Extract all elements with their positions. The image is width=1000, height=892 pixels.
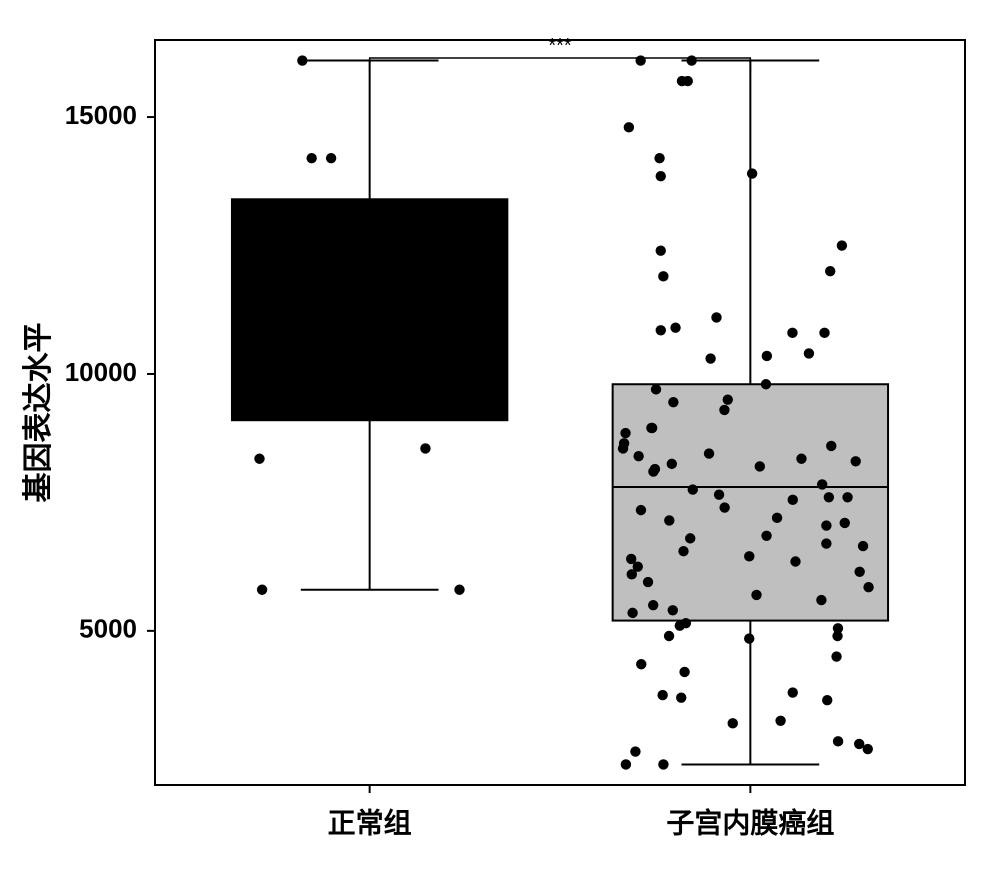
data-point-cancer	[728, 718, 738, 728]
data-point-cancer	[858, 541, 868, 551]
data-point-cancer	[833, 736, 843, 746]
data-point-cancer	[648, 466, 658, 476]
data-point-cancer	[643, 577, 653, 587]
data-point-cancer	[821, 538, 831, 548]
data-point-cancer	[656, 171, 666, 181]
data-point-cancer	[656, 325, 666, 335]
data-point-cancer	[636, 659, 646, 669]
data-point-cancer	[688, 484, 698, 494]
data-point-cancer	[825, 266, 835, 276]
data-point-cancer	[719, 405, 729, 415]
box-cancer	[613, 384, 888, 620]
data-point-cancer	[788, 495, 798, 505]
y-axis-title: 基因表达水平	[22, 323, 55, 503]
significance-label: ***	[548, 35, 572, 57]
data-point-cancer	[646, 423, 656, 433]
data-point-cancer	[863, 744, 873, 754]
x-tick-label: 子宫内膜癌组	[666, 806, 834, 838]
data-point-cancer	[863, 582, 873, 592]
data-point-cancer	[762, 351, 772, 361]
data-point-cancer	[842, 492, 852, 502]
data-point-cancer	[664, 515, 674, 525]
data-point-cancer	[633, 451, 643, 461]
data-point-cancer	[723, 394, 733, 404]
data-point-cancer	[636, 505, 646, 515]
data-point-cancer	[657, 690, 667, 700]
data-point-cancer	[788, 687, 798, 697]
chart-svg: 5000 10000 15000 基因表达水平正常组 子宫内膜癌组 ***	[0, 0, 1000, 892]
data-point-cancer	[796, 454, 806, 464]
data-point-cancer	[685, 533, 695, 543]
data-point-cancer	[627, 608, 637, 618]
y-tick-label: 15000	[65, 100, 137, 130]
data-point-cancer	[787, 328, 797, 338]
data-point-cancer	[658, 271, 668, 281]
data-point-cancer	[819, 328, 829, 338]
data-point-cancer	[755, 461, 765, 471]
y-tick-label: 5000	[79, 614, 137, 644]
box-normal	[232, 199, 507, 420]
data-point-cancer	[658, 759, 668, 769]
data-point-cancer	[683, 76, 693, 86]
data-point-cancer	[621, 759, 631, 769]
data-point-cancer	[761, 379, 771, 389]
data-point-cancer	[817, 479, 827, 489]
data-point-normal	[454, 585, 464, 595]
data-point-cancer	[664, 631, 674, 641]
data-point-cancer	[831, 651, 841, 661]
data-point-cancer	[747, 168, 757, 178]
data-point-normal	[297, 55, 307, 65]
data-point-cancer	[822, 695, 832, 705]
data-point-cancer	[670, 323, 680, 333]
data-point-cancer	[675, 621, 685, 631]
data-point-cancer	[648, 600, 658, 610]
data-point-cancer	[619, 438, 629, 448]
data-point-cancer	[668, 605, 678, 615]
data-point-cancer	[804, 348, 814, 358]
data-point-cancer	[851, 456, 861, 466]
data-point-cancer	[667, 459, 677, 469]
data-point-cancer	[744, 633, 754, 643]
data-point-cancer	[651, 384, 661, 394]
data-point-cancer	[686, 55, 696, 65]
data-point-cancer	[714, 490, 724, 500]
data-point-cancer	[790, 556, 800, 566]
y-tick-label: 10000	[65, 357, 137, 387]
data-point-cancer	[840, 518, 850, 528]
data-point-cancer	[744, 551, 754, 561]
data-point-cancer	[854, 567, 864, 577]
data-point-cancer	[627, 569, 637, 579]
data-point-normal	[326, 153, 336, 163]
data-point-cancer	[656, 245, 666, 255]
data-point-cancer	[624, 122, 634, 132]
data-point-cancer	[832, 631, 842, 641]
data-point-cancer	[705, 353, 715, 363]
data-point-normal	[420, 443, 430, 453]
data-point-cancer	[704, 448, 714, 458]
data-point-cancer	[837, 240, 847, 250]
data-point-cancer	[635, 55, 645, 65]
data-point-cancer	[761, 531, 771, 541]
data-point-cancer	[775, 716, 785, 726]
data-point-cancer	[711, 312, 721, 322]
data-point-cancer	[751, 590, 761, 600]
boxplot-chart: 5000 10000 15000 基因表达水平正常组 子宫内膜癌组 ***	[0, 0, 1000, 892]
data-point-cancer	[824, 492, 834, 502]
data-point-cancer	[676, 692, 686, 702]
data-point-normal	[254, 454, 264, 464]
data-point-cancer	[772, 513, 782, 523]
data-point-normal	[257, 585, 267, 595]
data-point-cancer	[678, 546, 688, 556]
data-point-normal	[306, 153, 316, 163]
data-point-cancer	[826, 441, 836, 451]
data-point-cancer	[620, 428, 630, 438]
data-point-cancer	[679, 667, 689, 677]
data-point-cancer	[816, 595, 826, 605]
data-point-cancer	[668, 397, 678, 407]
x-tick-label: 正常组	[328, 807, 412, 838]
data-point-cancer	[719, 502, 729, 512]
data-point-cancer	[821, 520, 831, 530]
data-point-cancer	[630, 746, 640, 756]
data-point-cancer	[654, 153, 664, 163]
